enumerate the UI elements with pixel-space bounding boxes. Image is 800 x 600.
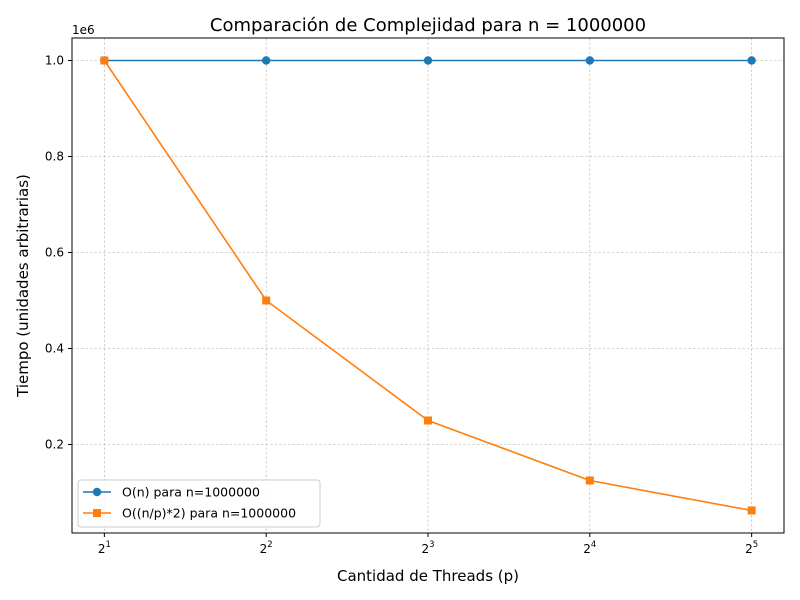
data-point	[585, 56, 595, 65]
x-tick-label: 22	[260, 540, 273, 556]
data-point	[747, 506, 756, 515]
x-axis: 21 22 23 24 25	[98, 533, 758, 556]
legend-label: O((n/p)*2) para n=1000000	[122, 506, 296, 521]
data-point	[423, 56, 433, 65]
y-tick-label: 0.2	[45, 438, 64, 452]
legend-item: O((n/p)*2) para n=1000000	[83, 506, 296, 521]
y-tick-label: 0.6	[45, 246, 64, 260]
data-point	[747, 56, 756, 65]
legend-frame	[77, 479, 321, 528]
series-layer	[100, 56, 756, 515]
chart-title: Comparación de Complejidad para n = 1000…	[210, 15, 646, 36]
y-tick-label: 0.8	[45, 150, 64, 164]
x-tick-label: 24	[583, 540, 596, 556]
x-tick-label: 25	[745, 540, 758, 556]
x-axis-title: Cantidad de Threads (p)	[337, 567, 519, 585]
legend: O(n) para n=1000000 O((n/p)*2) para n=100…	[77, 479, 321, 528]
data-point	[261, 56, 271, 65]
y-tick-label: 0.4	[45, 342, 64, 356]
data-point	[262, 296, 271, 305]
series-2	[100, 56, 756, 515]
y-tick-label: 1.0	[45, 54, 64, 68]
legend-label: O(n) para n=1000000	[122, 485, 260, 500]
y-axis-title: Tiempo (unidades arbitrarias)	[14, 174, 32, 398]
legend-marker	[93, 509, 101, 517]
y-axis-multiplier: 1e6	[72, 23, 95, 37]
y-axis: 0.2 0.4 0.6 0.8 1.0	[45, 54, 72, 452]
x-tick-label: 21	[98, 540, 111, 556]
data-point	[100, 56, 109, 65]
x-tick-label: 23	[421, 540, 434, 556]
data-point	[424, 416, 432, 425]
legend-item: O(n) para n=1000000	[83, 485, 260, 500]
data-point	[585, 476, 594, 485]
legend-marker	[92, 487, 102, 497]
grid	[72, 38, 784, 533]
